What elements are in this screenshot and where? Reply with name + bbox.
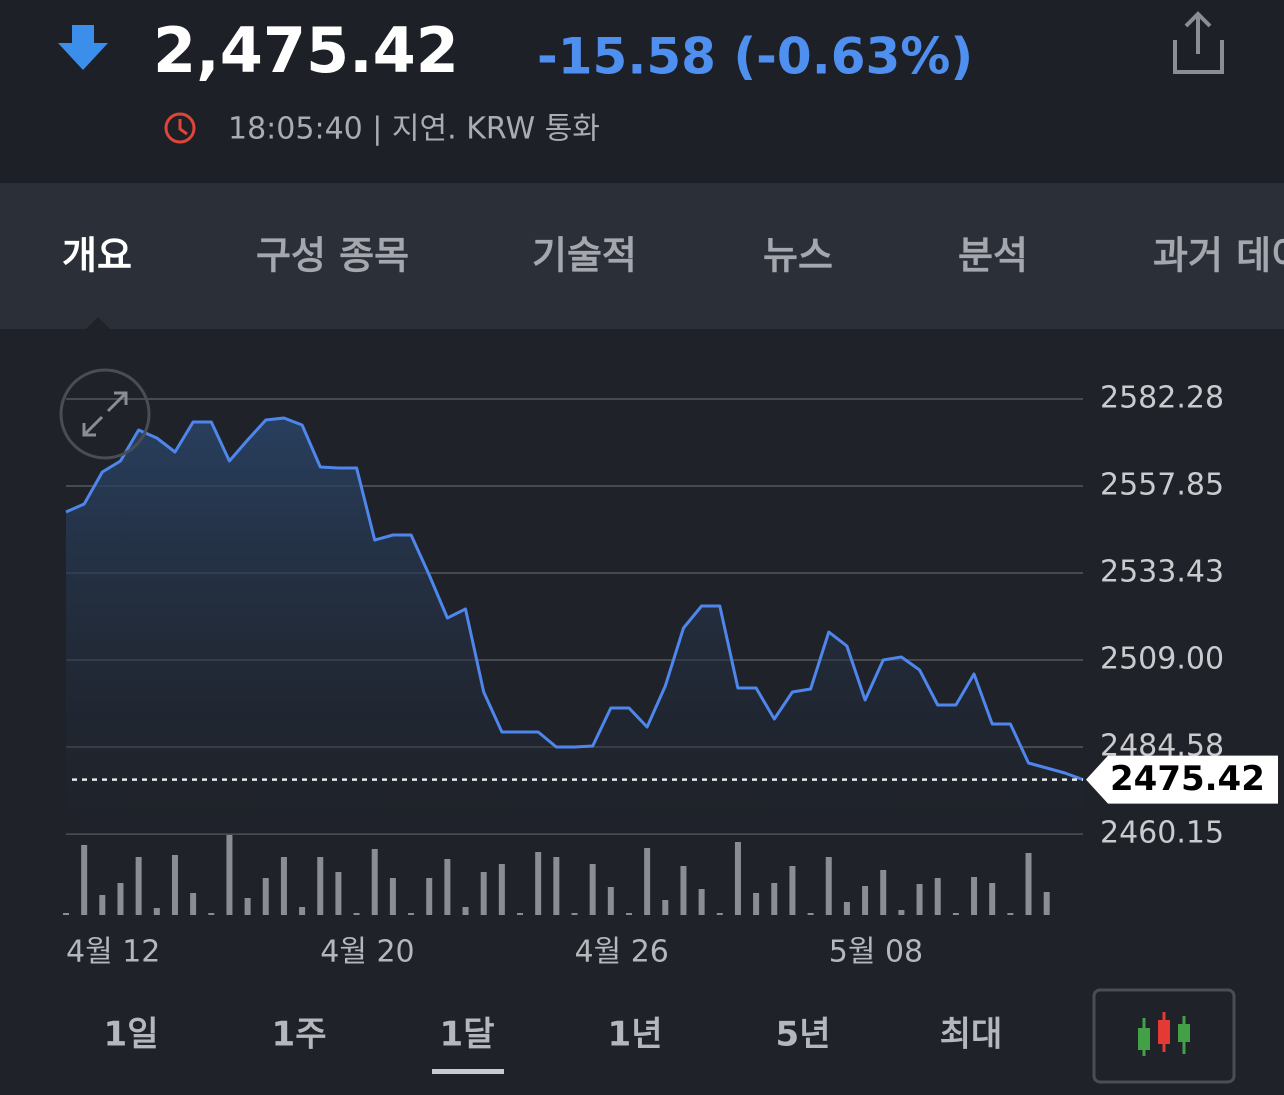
candlestick-toggle[interactable]	[1092, 988, 1236, 1084]
tab-pointer	[86, 317, 110, 329]
volume-bar	[807, 913, 814, 915]
volume-bar	[753, 893, 760, 915]
range-button[interactable]: 최대	[940, 1015, 1003, 1055]
range-button[interactable]: 1달	[440, 1015, 495, 1055]
tab[interactable]: 개요	[62, 234, 132, 278]
volume-bar	[135, 857, 142, 915]
tab[interactable]: 기술적	[532, 234, 637, 278]
volume-bar	[226, 835, 233, 915]
volume-bar	[462, 907, 469, 915]
y-tick-label: 2533.43	[1100, 554, 1224, 589]
volume-bar	[1025, 853, 1032, 915]
volume-bar	[99, 895, 106, 915]
y-tick-label: 2509.00	[1100, 642, 1224, 677]
volume-bar	[280, 857, 287, 915]
volume-bar	[371, 849, 378, 915]
x-tick-label: 4월 20	[320, 935, 414, 970]
x-tick-label: 4월 26	[575, 935, 669, 970]
quote-status: 18:05:40 | 지연. KRW 통화	[228, 112, 600, 147]
volume-bar	[698, 889, 705, 915]
volume-bar	[607, 887, 614, 915]
volume-bar	[934, 878, 941, 915]
range-button[interactable]: 1년	[608, 1015, 663, 1055]
volume-bar	[480, 872, 487, 915]
volume-bar	[825, 857, 832, 915]
x-tick-label: 4월 12	[66, 935, 160, 970]
volume-bar	[662, 900, 669, 915]
volume-bar	[952, 913, 959, 915]
active-range-underline	[432, 1069, 504, 1074]
volume-bar	[734, 842, 741, 915]
last-value-label: 2475.42	[1110, 759, 1265, 799]
volume-bar	[389, 878, 396, 915]
volume-bar	[644, 848, 651, 915]
volume-bar	[862, 886, 869, 915]
share-icon[interactable]	[1173, 11, 1224, 74]
volume-bar	[789, 866, 796, 915]
tab[interactable]: 분석	[958, 234, 1028, 278]
tab[interactable]: 과거 데이터	[1153, 234, 1284, 278]
range-button[interactable]: 1주	[272, 1015, 327, 1055]
volume-bar	[153, 908, 160, 915]
tab-bar	[0, 183, 1284, 329]
volume-bar	[262, 878, 269, 915]
volume-bar	[190, 893, 197, 915]
chart: 2460.152484.582509.002533.432557.852582.…	[63, 381, 1278, 970]
volume-bar	[81, 845, 88, 915]
volume-bar	[535, 852, 542, 915]
tab[interactable]: 구성 종목	[256, 234, 409, 278]
volume-bar	[916, 884, 923, 915]
volume-bar	[880, 870, 887, 915]
volume-bar	[589, 864, 596, 915]
tab[interactable]: 뉴스	[763, 234, 833, 278]
volume-bar	[680, 866, 687, 915]
volume-bar	[317, 857, 324, 915]
y-tick-label: 2460.15	[1100, 816, 1224, 851]
price-line	[65, 416, 1084, 782]
x-tick-label: 5월 08	[829, 935, 923, 970]
volume-bar	[716, 913, 723, 915]
volume-bar	[335, 872, 342, 915]
volume-bar	[498, 864, 505, 915]
volume-bar	[444, 859, 451, 915]
volume-bar	[898, 910, 905, 915]
price: 2,475.42	[153, 14, 459, 87]
volume-bar	[971, 877, 978, 915]
y-tick-label: 2557.85	[1100, 468, 1224, 503]
volume-bar	[625, 913, 632, 915]
volume-bar	[571, 913, 578, 915]
volume-bar	[517, 913, 524, 915]
volume-bar	[426, 878, 433, 915]
price-change: -15.58 (-0.63%)	[537, 28, 973, 86]
expand-button[interactable]	[59, 368, 151, 460]
volume-bar	[117, 883, 124, 915]
volume-bar	[208, 913, 215, 915]
volume-bar	[299, 907, 306, 915]
volume-bar	[553, 857, 560, 915]
volume-bar	[63, 913, 69, 915]
header-bg	[0, 0, 1284, 183]
volume-bar	[1007, 913, 1014, 915]
clock-icon	[164, 112, 196, 144]
volume-bar	[244, 898, 251, 915]
volume-bar	[171, 855, 178, 915]
volume-bar	[989, 883, 996, 915]
last-value-tag	[1086, 755, 1278, 804]
volume-bar	[408, 913, 415, 915]
price-area	[66, 418, 1083, 834]
volume-bar	[771, 883, 778, 915]
volume-bar	[843, 902, 850, 915]
range-button[interactable]: 5년	[776, 1015, 831, 1055]
down-arrow-icon	[58, 25, 108, 70]
volume-bar	[353, 913, 360, 915]
range-button[interactable]: 1일	[104, 1015, 159, 1055]
y-tick-label: 2582.28	[1100, 381, 1224, 416]
volume-bar	[1043, 892, 1050, 915]
